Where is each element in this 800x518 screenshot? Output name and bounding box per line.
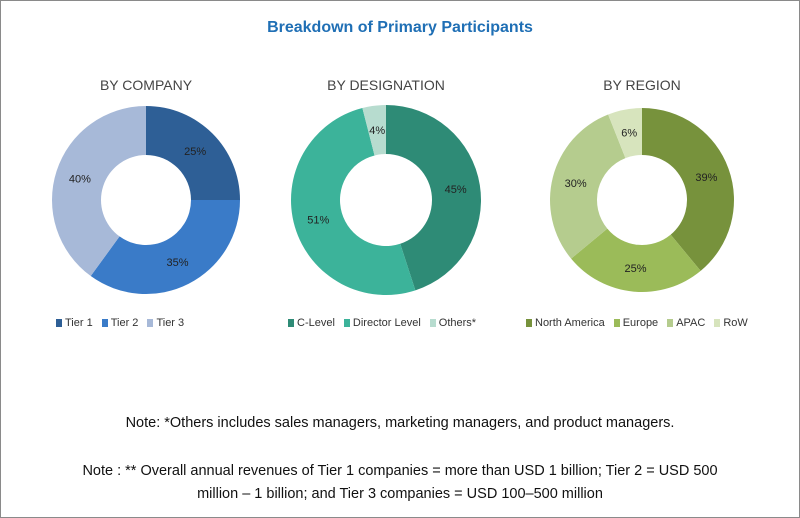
legend-item: Director Level	[343, 317, 421, 329]
data-label: 25%	[625, 263, 647, 275]
donut-slice-others	[362, 105, 386, 156]
legend-item: Tier 2	[101, 317, 139, 329]
legend-item: Tier 3	[147, 317, 184, 329]
legend-region: North America Europe APAC RoW	[526, 317, 757, 329]
legend-swatch	[147, 319, 154, 327]
legend-swatch	[526, 319, 532, 327]
legend-label: North America	[535, 317, 605, 329]
data-label: 51%	[307, 215, 329, 227]
donut-slice-row	[608, 108, 642, 159]
data-label: 4%	[369, 125, 385, 137]
donut-slice-apac	[550, 114, 626, 259]
legend-item: APAC	[667, 317, 705, 329]
note-others: Note: *Others includes sales managers, m…	[125, 415, 675, 431]
legend-swatch	[101, 319, 108, 327]
legend-label: APAC	[676, 317, 706, 329]
donut-slice-tier-3	[51, 106, 146, 277]
note-tiers-line2: million – 1 billion; and Tier 3 companie…	[197, 486, 603, 502]
legend-label: Director Level	[352, 317, 421, 329]
data-label: 45%	[445, 184, 467, 196]
donut-slice-tier-1	[146, 106, 240, 200]
legend-company: Tier 1 Tier 2 Tier 3	[56, 317, 193, 329]
legend-swatch	[613, 319, 620, 327]
legend-swatch	[343, 319, 350, 327]
legend-item: C-Level	[288, 317, 335, 329]
legend-swatch	[714, 319, 721, 327]
chart-title-region: BY REGION	[603, 77, 681, 93]
figure-title: Breakdown of Primary Participants	[267, 19, 533, 36]
donut-slice-europe	[571, 228, 701, 292]
legend-swatch	[56, 319, 62, 327]
chart-title-company: BY COMPANY	[99, 77, 193, 93]
donut-slice-north-america	[642, 108, 734, 271]
legend-swatch	[667, 319, 674, 327]
legend-item: Europe	[613, 317, 659, 329]
data-label: 40%	[69, 174, 91, 186]
legend-swatch	[288, 319, 294, 327]
legend-label: Europe	[622, 317, 659, 329]
donut-slice-c-level	[386, 105, 482, 291]
legend-item: RoW	[714, 317, 748, 329]
legend-item: North America	[526, 317, 605, 329]
legend-label: Tier 2	[110, 317, 139, 329]
legend-designation: C-Level Director Level Others*	[288, 317, 485, 329]
donut-slice-tier-2	[90, 200, 240, 294]
chart-title-designation: BY DESIGNATION	[327, 77, 445, 93]
legend-label: Tier 1	[65, 317, 93, 329]
note-tiers-line1: Note : ** Overall annual revenues of Tie…	[82, 463, 718, 479]
legend-label: C-Level	[297, 317, 335, 329]
donut-slice-director-level	[291, 107, 416, 295]
legend-label: Tier 3	[156, 317, 185, 329]
data-label: 30%	[565, 178, 587, 190]
data-label: 25%	[184, 146, 206, 158]
legend-item: Tier 1	[56, 317, 93, 329]
legend-label: Others*	[438, 317, 477, 329]
data-label: 39%	[695, 172, 717, 184]
legend-label: RoW	[723, 317, 748, 329]
data-label: 35%	[167, 257, 189, 269]
data-label: 6%	[621, 128, 637, 140]
legend-swatch	[429, 319, 436, 327]
legend-item: Others*	[429, 317, 477, 329]
